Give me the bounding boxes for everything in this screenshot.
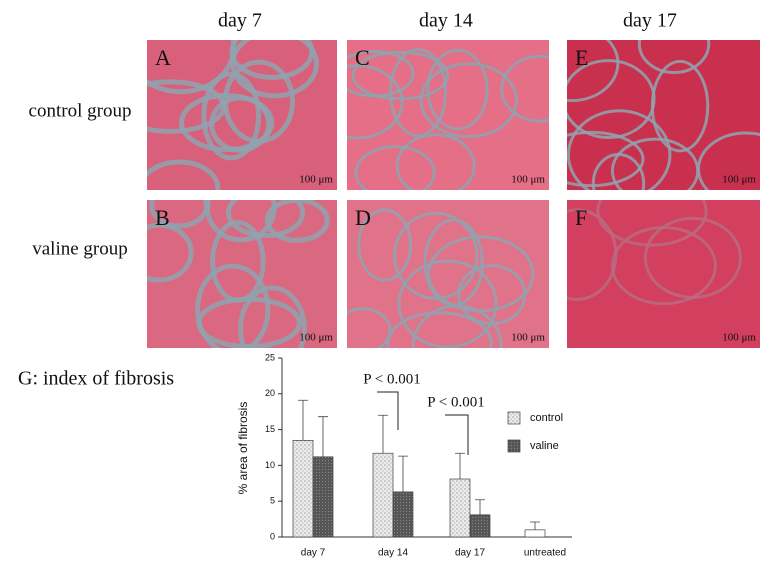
septum <box>567 40 620 103</box>
septum <box>195 263 271 348</box>
error-bar <box>378 414 388 454</box>
septum <box>419 62 519 139</box>
septum <box>596 200 708 247</box>
septum <box>238 285 307 348</box>
septum <box>147 222 194 283</box>
septum <box>567 130 645 188</box>
septum <box>395 133 476 190</box>
x-tick-label: untreated <box>524 548 566 559</box>
annotation: P < 0.001 <box>363 371 421 387</box>
bar <box>292 439 314 538</box>
fibrosis-septa <box>347 208 535 348</box>
y-tick-label: 10 <box>265 460 275 470</box>
septum <box>500 54 549 123</box>
septum <box>386 311 493 348</box>
column-header: day 14 <box>419 10 473 32</box>
septum <box>210 219 266 303</box>
scale-bar-label: 100 μm <box>722 174 756 186</box>
x-tick-label: day 7 <box>301 548 326 559</box>
column-header: day 7 <box>218 10 262 32</box>
fibrosis-septa <box>567 200 742 306</box>
legend-label: valine <box>530 440 559 452</box>
panel-letter: E <box>575 45 588 70</box>
error-bar <box>475 499 485 515</box>
septum <box>650 59 710 153</box>
bar <box>524 529 546 538</box>
septum <box>397 259 498 348</box>
panel-letter: F <box>575 205 587 230</box>
septum <box>610 137 700 190</box>
septum <box>347 307 392 348</box>
legend-swatch <box>507 439 521 453</box>
y-tick-label: 20 <box>265 388 275 398</box>
septum <box>225 200 306 238</box>
septum <box>393 211 479 300</box>
legend-label: control <box>530 412 563 424</box>
scale-bar-label: 100 μm <box>511 332 545 344</box>
septum <box>201 71 262 161</box>
y-tick-label: 5 <box>270 496 275 506</box>
error-bar <box>455 452 465 480</box>
column-header: day 17 <box>623 10 677 32</box>
bracket <box>445 414 469 455</box>
error-bar <box>398 455 408 492</box>
fibrosis-septa <box>347 47 549 190</box>
panel-letter: D <box>355 205 371 230</box>
bracket <box>377 391 399 430</box>
y-axis-label: % area of fibrosis <box>236 402 250 495</box>
row-label: valine group <box>32 238 128 259</box>
chart-title: G: index of fibrosis <box>18 368 174 390</box>
septum <box>567 208 618 301</box>
septum <box>147 40 237 95</box>
bar <box>449 478 471 538</box>
y-tick-label: 0 <box>270 531 275 541</box>
septum <box>351 50 450 101</box>
septum <box>357 208 413 282</box>
error-bar <box>298 399 308 441</box>
x-tick-label: day 17 <box>455 548 485 559</box>
error-bar <box>318 416 328 457</box>
septum <box>426 48 489 131</box>
scale-bar-label: 100 μm <box>511 174 545 186</box>
panel-letter: B <box>155 205 170 230</box>
legend-swatch <box>507 411 521 425</box>
septum <box>567 109 672 190</box>
septum <box>147 79 227 134</box>
bar <box>469 514 491 538</box>
bar <box>392 491 414 538</box>
error-bar <box>530 521 540 530</box>
septum <box>411 304 503 348</box>
panel-letter: C <box>355 45 370 70</box>
scale-bar-label: 100 μm <box>299 332 333 344</box>
x-tick-label: day 14 <box>378 548 408 559</box>
septum <box>147 159 221 190</box>
septum <box>610 226 717 306</box>
scale-bar-label: 100 μm <box>299 174 333 186</box>
bar <box>312 456 334 538</box>
annotation: P < 0.001 <box>427 394 485 410</box>
histology-image <box>567 200 760 348</box>
fibrosis-septa <box>147 40 319 190</box>
septum <box>637 40 711 75</box>
septum <box>178 93 275 153</box>
y-tick-label: 15 <box>265 424 275 434</box>
fibrosis-septa <box>567 40 760 190</box>
bar <box>372 452 394 538</box>
fibrosis-septa <box>147 200 330 348</box>
panel-letter: A <box>155 45 171 70</box>
septum <box>354 145 436 190</box>
scale-bar-label: 100 μm <box>722 332 756 344</box>
row-label: control group <box>29 100 132 121</box>
y-tick-label: 25 <box>265 352 275 362</box>
